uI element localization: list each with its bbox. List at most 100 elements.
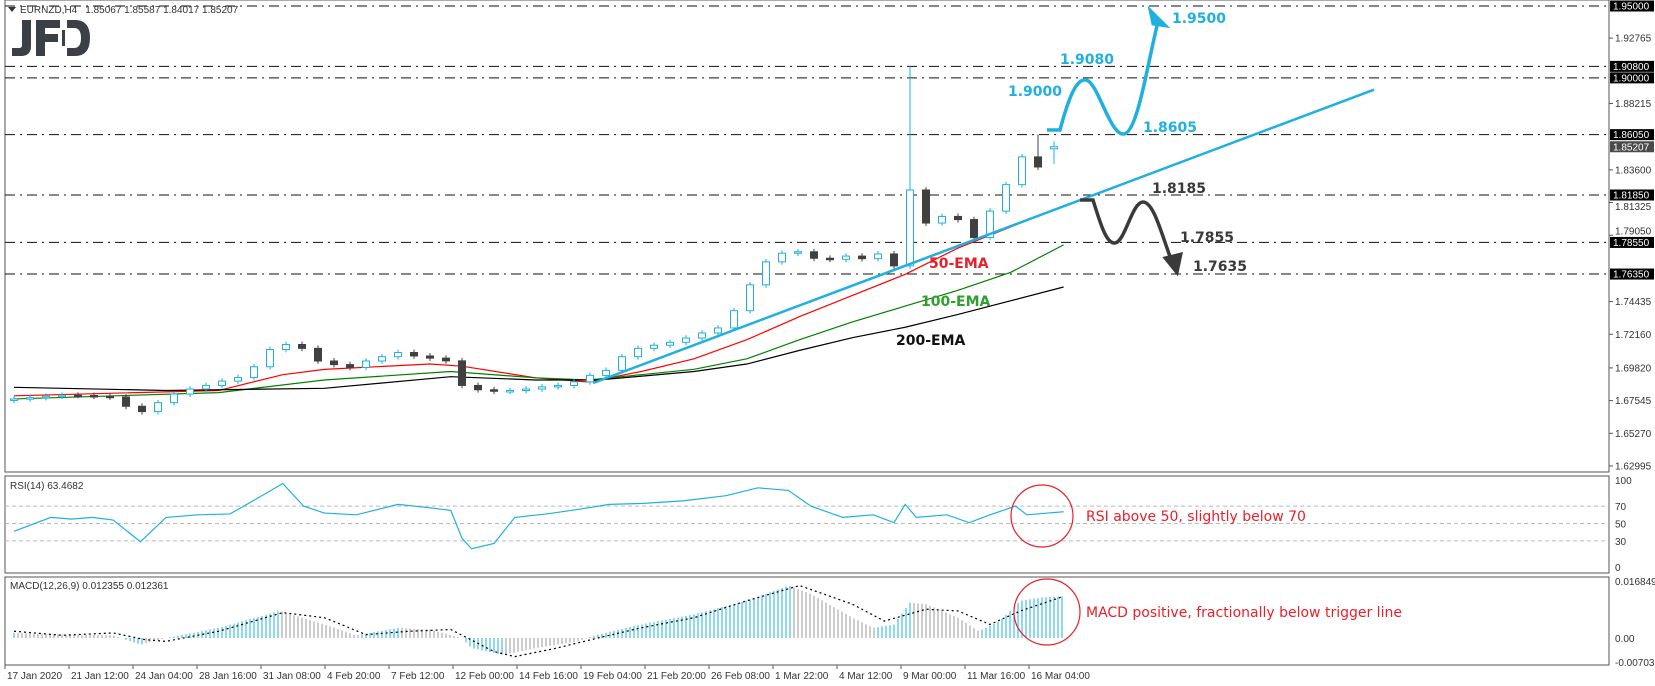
candle-body [186, 388, 194, 395]
candle-body [570, 381, 578, 386]
ascending-trendline [592, 88, 1375, 385]
candle [602, 367, 610, 379]
candle-body [218, 380, 226, 386]
candle [938, 213, 946, 226]
candle-body [826, 257, 834, 261]
symbol-label: EURNZD,H4 [20, 5, 78, 16]
level-price-label: 1.81850 [1613, 191, 1650, 202]
candle [954, 213, 962, 223]
candle [202, 382, 210, 392]
candle-body [378, 356, 386, 362]
candle [794, 248, 802, 257]
candle-body [698, 332, 706, 339]
ema-lines [13, 205, 1064, 400]
rsi-tick-label: 100 [1615, 476, 1632, 487]
bearish-scenario-arrow [1080, 198, 1174, 263]
rsi-panel [4, 475, 1610, 574]
candle-body [618, 356, 626, 371]
candle [874, 251, 882, 262]
candle-body [90, 395, 98, 398]
candle [922, 187, 930, 226]
candle-body [906, 189, 914, 267]
x-tick-label: 7 Feb 12:00 [391, 671, 445, 682]
candle-body [682, 337, 690, 343]
collapse-triangle-icon[interactable] [8, 7, 16, 12]
candle-body [666, 341, 674, 346]
candle-body [506, 389, 514, 393]
rsi-note: RSI above 50, slightly below 70 [1086, 509, 1306, 525]
candle [570, 378, 578, 389]
candle [154, 399, 162, 415]
level-price-label: 1.78550 [1613, 238, 1650, 249]
candle-body [266, 349, 274, 368]
candle [634, 345, 642, 360]
candle [1018, 154, 1026, 188]
rsi-title: RSI(14) 63.4682 [10, 481, 84, 492]
y-tick-label: 1.65270 [1615, 429, 1652, 440]
candle-body [970, 219, 978, 239]
macd-tick-label: 0.016849 [1615, 577, 1655, 588]
candle [714, 325, 722, 336]
candle [42, 393, 50, 401]
bullish-scenario-arrow [1047, 21, 1160, 136]
candle-body [458, 360, 466, 386]
candle [266, 346, 274, 370]
target-label-18605: 1.8605 [1143, 120, 1197, 136]
rsi-indicator: 100 70 50 30 0 [5, 476, 1632, 574]
rsi-tick-label: 70 [1615, 502, 1627, 513]
candle-body [170, 393, 178, 404]
macd-tick-label: 0.00 [1615, 634, 1635, 645]
candle [506, 387, 514, 395]
level-price-label: 1.76350 [1613, 270, 1650, 281]
level-price-tag [1610, 236, 1654, 248]
macd-tick-label: -0.007036 [1615, 658, 1655, 669]
current-price-label: 1.85207 [1613, 142, 1650, 153]
target-label-18185: 1.8185 [1152, 181, 1206, 197]
candle-body [138, 405, 146, 413]
candle-body [842, 255, 850, 260]
candle [314, 345, 322, 364]
candle [490, 386, 498, 395]
candle [346, 361, 354, 371]
x-tick-label: 12 Feb 00:00 [455, 671, 514, 682]
macd-highlight-circle [1013, 578, 1081, 646]
candle-body [282, 343, 290, 351]
candle-body [330, 360, 338, 366]
candle-body [890, 253, 898, 267]
bearish-arrowhead-icon [1162, 251, 1183, 277]
horizontal-levels [5, 5, 1609, 275]
macd-note: MACD positive, fractionally below trigge… [1086, 605, 1402, 621]
candle-body [538, 386, 546, 390]
level-price-tag [1610, 268, 1654, 280]
rsi-tick-label: 0 [1615, 563, 1621, 574]
candle-body [362, 360, 370, 368]
x-tick-label: 24 Jan 04:00 [135, 671, 193, 682]
candle-body [1050, 146, 1058, 150]
candle-body [346, 364, 354, 368]
candle [442, 355, 450, 364]
candle-body [250, 366, 258, 379]
candle-body [10, 398, 18, 401]
candle [890, 251, 898, 269]
candle [122, 394, 130, 410]
candle [906, 66, 914, 269]
x-tick-label: 1 Mar 22:00 [775, 671, 829, 682]
candle [106, 393, 114, 400]
candle [778, 250, 786, 265]
candle-body [954, 215, 962, 221]
ohlc-readout: 1.85067 1.85587 1.84017 1.85207 [85, 5, 238, 16]
candle-body [1002, 184, 1010, 212]
candle [1050, 141, 1058, 164]
candle-body [778, 252, 786, 263]
y-tick-label: 1.92765 [1615, 34, 1652, 45]
candle-body [58, 394, 66, 398]
x-tick-label: 4 Mar 12:00 [839, 671, 893, 682]
y-tick-label: 1.69820 [1615, 363, 1652, 374]
candle [762, 258, 770, 288]
candle [810, 248, 818, 262]
candle-body [986, 210, 994, 239]
rsi-line [13, 482, 1064, 550]
candle-body [586, 374, 594, 383]
candle [138, 403, 146, 415]
candle [522, 386, 530, 394]
